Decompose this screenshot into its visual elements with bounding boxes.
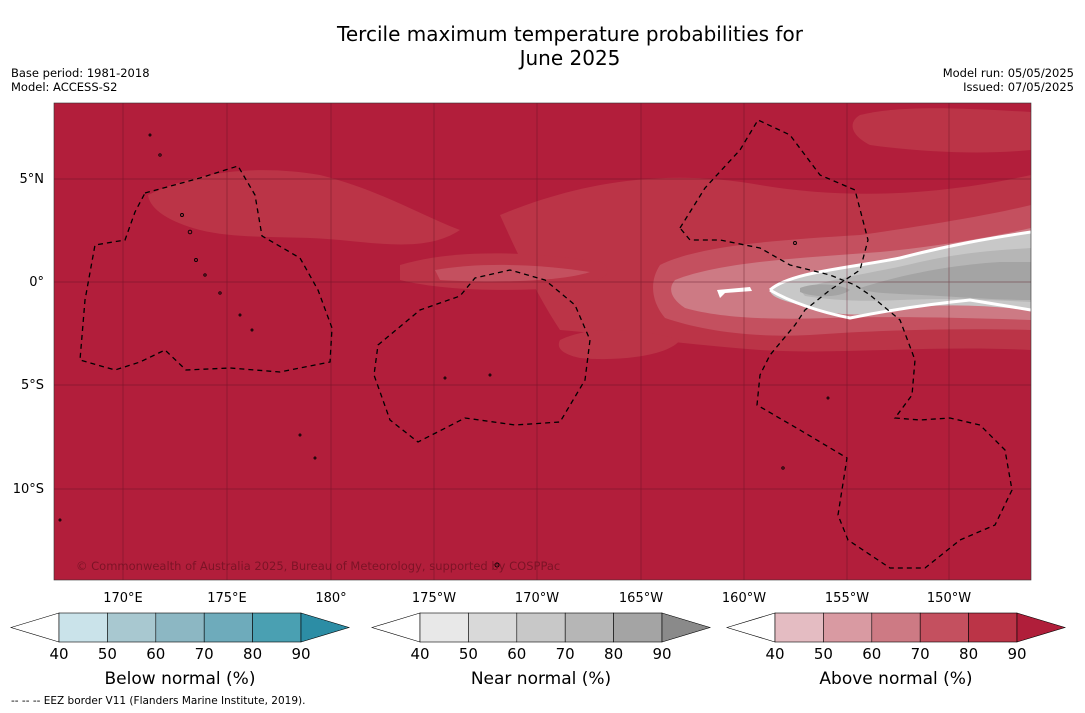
islands	[58, 133, 830, 568]
colorbar-lower-extension	[9, 612, 60, 643]
colorbar-title: Near normal (%)	[471, 669, 611, 689]
field-above-80-west	[148, 170, 460, 245]
title-line-2: June 2025	[519, 46, 621, 70]
lon-label: 180°	[315, 591, 346, 606]
colorbar-upper-extension	[300, 612, 351, 643]
colorbar-segment	[203, 612, 253, 643]
gridlines	[54, 103, 1031, 580]
lat-label: 0°	[29, 275, 44, 290]
colorbar-segment	[252, 612, 302, 643]
colorbar-3: 40 50 60 70 80 90 Above normal (%)	[725, 612, 1067, 689]
colorbar-tick-label: 90	[652, 645, 671, 663]
colorbar-tick-label: 70	[911, 645, 930, 663]
colorbar-upper-extension	[661, 612, 712, 643]
colorbar-lower-extension	[725, 612, 776, 643]
eez-phoenix	[373, 269, 591, 443]
colorbar-segment	[968, 612, 1018, 643]
field-near-80	[860, 262, 1031, 300]
issued-date: Issued: 07/05/2025	[963, 80, 1074, 94]
eez-borders	[79, 119, 1013, 569]
lon-label: 160°W	[722, 591, 766, 606]
colorbar-tick-label: 90	[291, 645, 310, 663]
lon-label: 175°E	[207, 591, 247, 606]
colorbar-tick-label: 60	[146, 645, 165, 663]
colorbar-tick-label: 50	[459, 645, 478, 663]
colorbar-tick-label: 80	[604, 645, 623, 663]
colorbar-title: Below normal (%)	[105, 669, 256, 689]
colorbar-tick-label: 50	[814, 645, 833, 663]
colorbar-upper-extension	[1016, 612, 1067, 643]
colorbar-tick-label: 40	[410, 645, 429, 663]
colorbars: 40 50 60 70 80 90 Below normal (%) 40 50 60 70 80 90…	[9, 612, 1067, 689]
lon-label: 175°W	[412, 591, 456, 606]
colorbar-tick-label: 80	[243, 645, 262, 663]
lon-label: 170°E	[103, 591, 143, 606]
colorbar-segment	[774, 612, 824, 643]
title-line-1: Tercile maximum temperature probabilitie…	[337, 22, 803, 46]
lon-label: 150°W	[927, 591, 971, 606]
colorbar-title: Above normal (%)	[819, 669, 972, 689]
model-run: Model run: 05/05/2025	[942, 66, 1074, 80]
field-above-70-mid	[435, 264, 590, 282]
colorbar-tick-label: 90	[1007, 645, 1026, 663]
map-field: © Commonwealth of Australia 2025, Bureau…	[54, 103, 1031, 580]
colorbar-2: 40 50 60 70 80 90 Near normal (%)	[370, 612, 712, 689]
colorbar-segment	[58, 612, 108, 643]
copyright-notice: © Commonwealth of Australia 2025, Bureau…	[76, 559, 560, 573]
colorbar-tick-label: 60	[507, 645, 526, 663]
colorbar-tick-label: 40	[765, 645, 784, 663]
colorbar-segment	[155, 612, 205, 643]
lon-label: 165°W	[619, 591, 663, 606]
colorbar-segment	[871, 612, 921, 643]
eez-footnote: -- -- -- EEZ border V11 (Flanders Marine…	[11, 695, 306, 707]
colorbar-tick-label: 80	[959, 645, 978, 663]
lat-label: 5°S	[21, 378, 44, 393]
meta-left: Base period: 1981-2018 Model: ACCESS-S2	[11, 66, 150, 94]
colorbar-lower-extension	[370, 612, 421, 643]
colorbar-segment	[613, 612, 663, 643]
colorbar-segment	[919, 612, 969, 643]
contour-near-normal	[768, 230, 1031, 320]
lon-label: 155°W	[825, 591, 869, 606]
base-period: Base period: 1981-2018	[11, 66, 150, 80]
colorbar-1: 40 50 60 70 80 90 Below normal (%)	[9, 612, 351, 689]
colorbar-segment	[419, 612, 469, 643]
eez-line-islands	[679, 119, 1013, 569]
colorbar-segment	[823, 612, 873, 643]
lon-axis: 170°E 175°E 180° 175°W 170°W 165°W 160°W…	[103, 591, 971, 606]
eez-tuvalu-kiribati-west	[79, 165, 333, 373]
model-name: Model: ACCESS-S2	[11, 80, 118, 94]
colorbar-tick-label: 70	[195, 645, 214, 663]
meta-right: Model run: 05/05/2025 Issued: 07/05/2025	[943, 66, 1074, 94]
colorbar-segment	[107, 612, 157, 643]
colorbar-segment	[516, 612, 566, 643]
lat-label: 10°S	[13, 482, 44, 497]
colorbar-segment	[468, 612, 518, 643]
colorbar-tick-label: 40	[49, 645, 68, 663]
lon-label: 170°W	[515, 591, 559, 606]
colorbar-tick-label: 60	[862, 645, 881, 663]
map-title: Tercile maximum temperature probabilitie…	[0, 22, 1085, 70]
map-frame	[53, 102, 1032, 581]
lat-axis: 5°N 0° 5°S 10°S	[13, 172, 44, 497]
field-white-spot	[717, 287, 752, 298]
field-near-80-spot	[800, 284, 850, 297]
colorbar-tick-label: 50	[98, 645, 117, 663]
lat-label: 5°N	[20, 172, 45, 187]
colorbar-segment	[564, 612, 614, 643]
field-above-80-north	[852, 108, 1031, 153]
colorbar-tick-label: 70	[556, 645, 575, 663]
